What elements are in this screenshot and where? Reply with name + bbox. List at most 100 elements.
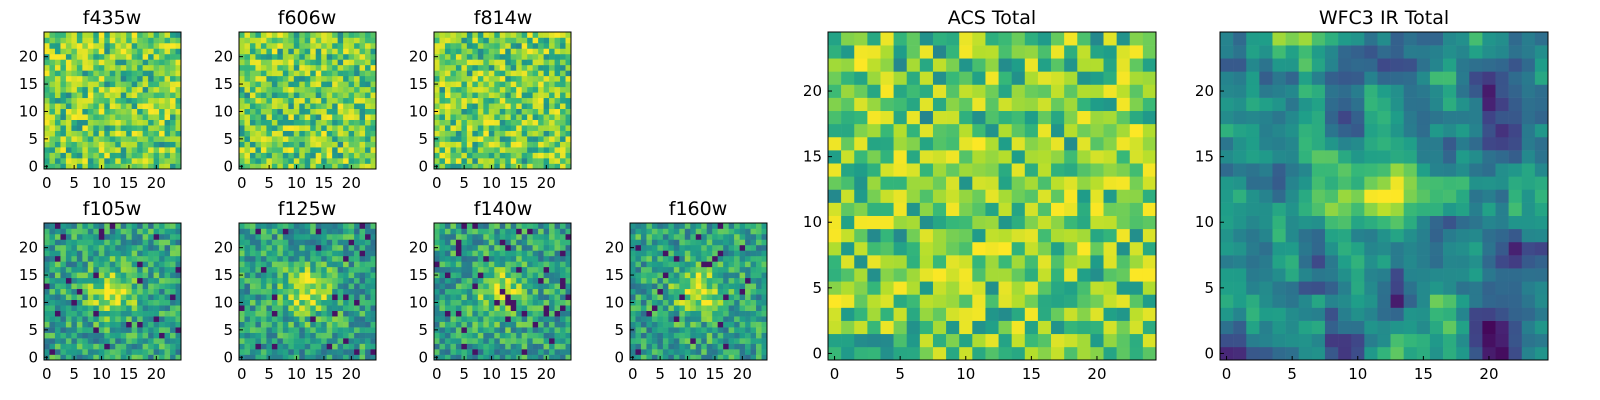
heatmap-cell xyxy=(701,321,708,328)
heatmap-cell xyxy=(554,70,561,77)
heatmap-cell xyxy=(499,114,506,120)
heatmap-cell xyxy=(271,59,278,66)
heatmap-cell xyxy=(288,97,295,104)
heatmap-cell xyxy=(137,250,143,257)
heatmap-cell xyxy=(972,176,986,190)
heatmap-cell xyxy=(1129,163,1144,177)
heatmap-cell xyxy=(120,266,127,273)
heatmap-cell xyxy=(365,125,371,131)
heatmap-cell xyxy=(444,239,451,246)
heatmap-cell xyxy=(532,349,539,355)
heatmap-cell xyxy=(439,327,446,333)
heatmap-cell xyxy=(444,327,451,333)
heatmap-cell xyxy=(750,223,757,229)
heatmap-cell xyxy=(359,32,366,38)
heatmap-cell xyxy=(332,158,338,164)
heatmap-cell xyxy=(98,239,105,246)
heatmap-cell xyxy=(1011,189,1026,203)
heatmap-cell xyxy=(87,250,94,257)
heatmap-cell xyxy=(288,64,295,71)
heatmap-cell xyxy=(354,255,360,262)
heatmap-cell xyxy=(701,338,708,344)
heatmap-cell xyxy=(538,305,544,311)
heatmap-cell xyxy=(170,321,176,328)
heatmap-cell xyxy=(98,119,105,126)
heatmap-cell xyxy=(170,294,176,301)
heatmap-cell xyxy=(109,255,116,262)
heatmap-cell xyxy=(1064,176,1078,190)
heatmap-cell xyxy=(175,354,182,361)
heatmap-cell xyxy=(87,299,94,306)
heatmap-cell xyxy=(326,114,333,120)
heatmap-cell xyxy=(142,119,149,126)
heatmap-cell xyxy=(271,158,278,164)
heatmap-cell xyxy=(483,343,490,350)
heatmap-cell xyxy=(76,42,83,49)
heatmap-cell xyxy=(538,250,544,257)
heatmap-cell xyxy=(115,310,122,317)
heatmap-cell xyxy=(684,244,691,251)
heatmap-cell xyxy=(348,294,355,301)
heatmap-cell xyxy=(450,147,457,153)
heatmap-cell xyxy=(87,233,94,240)
heatmap-cell xyxy=(880,215,894,230)
heatmap-cell xyxy=(170,125,176,131)
heatmap-cell xyxy=(164,64,171,71)
heatmap-cell xyxy=(510,244,517,251)
heatmap-cell xyxy=(1090,163,1104,177)
heatmap-cell xyxy=(494,288,501,295)
heatmap-cell xyxy=(49,125,56,131)
heatmap-cell xyxy=(282,48,289,55)
heatmap-cell xyxy=(244,75,251,82)
heatmap-cell xyxy=(277,321,284,328)
heatmap-cell xyxy=(348,266,355,273)
heatmap-cell xyxy=(370,119,377,126)
heatmap-cell xyxy=(159,75,165,82)
heatmap-cell xyxy=(554,48,561,55)
heatmap-cell xyxy=(560,228,566,235)
heatmap-cell xyxy=(131,97,138,104)
heatmap-cell xyxy=(370,163,377,170)
heatmap-cell xyxy=(148,152,154,159)
heatmap-cell xyxy=(49,354,56,361)
heatmap-cell xyxy=(657,261,664,268)
heatmap-cell xyxy=(260,130,267,137)
heatmap-cell xyxy=(49,136,56,142)
y-tick-label: 15 xyxy=(19,75,38,93)
heatmap-cell xyxy=(164,305,171,311)
heatmap-cell xyxy=(60,349,67,355)
heatmap-cell xyxy=(131,244,138,251)
heatmap-cell xyxy=(723,321,729,328)
heatmap-cell xyxy=(1129,320,1144,335)
heatmap-cell xyxy=(516,136,522,142)
heatmap-cell xyxy=(49,343,56,350)
heatmap-cell xyxy=(142,294,149,301)
heatmap-cell xyxy=(71,48,78,55)
heatmap-cell xyxy=(728,343,735,350)
heatmap-cell xyxy=(354,64,360,71)
heatmap-cell xyxy=(65,163,72,170)
heatmap-cell xyxy=(310,86,317,93)
heatmap-cell xyxy=(120,261,127,268)
heatmap-cell xyxy=(483,233,490,240)
heatmap-cell xyxy=(249,327,256,333)
heatmap-cell xyxy=(554,321,561,328)
heatmap-cell xyxy=(657,233,664,240)
heatmap-cell xyxy=(444,37,451,44)
heatmap-cell xyxy=(137,70,143,77)
heatmap-cell xyxy=(538,147,544,153)
heatmap-cell xyxy=(304,108,311,115)
heatmap-cell xyxy=(472,316,479,322)
heatmap-cell xyxy=(510,272,517,279)
heatmap-cell xyxy=(723,261,729,268)
heatmap-cell xyxy=(739,288,746,295)
heatmap-cell xyxy=(684,266,691,273)
heatmap-cell xyxy=(109,239,116,246)
heatmap-cell xyxy=(175,299,182,306)
heatmap-cell xyxy=(505,97,512,104)
heatmap-cell xyxy=(87,272,94,279)
heatmap-cell xyxy=(310,310,317,317)
heatmap-cell xyxy=(164,152,171,159)
heatmap-cell xyxy=(450,86,457,93)
heatmap-cell xyxy=(239,338,245,344)
